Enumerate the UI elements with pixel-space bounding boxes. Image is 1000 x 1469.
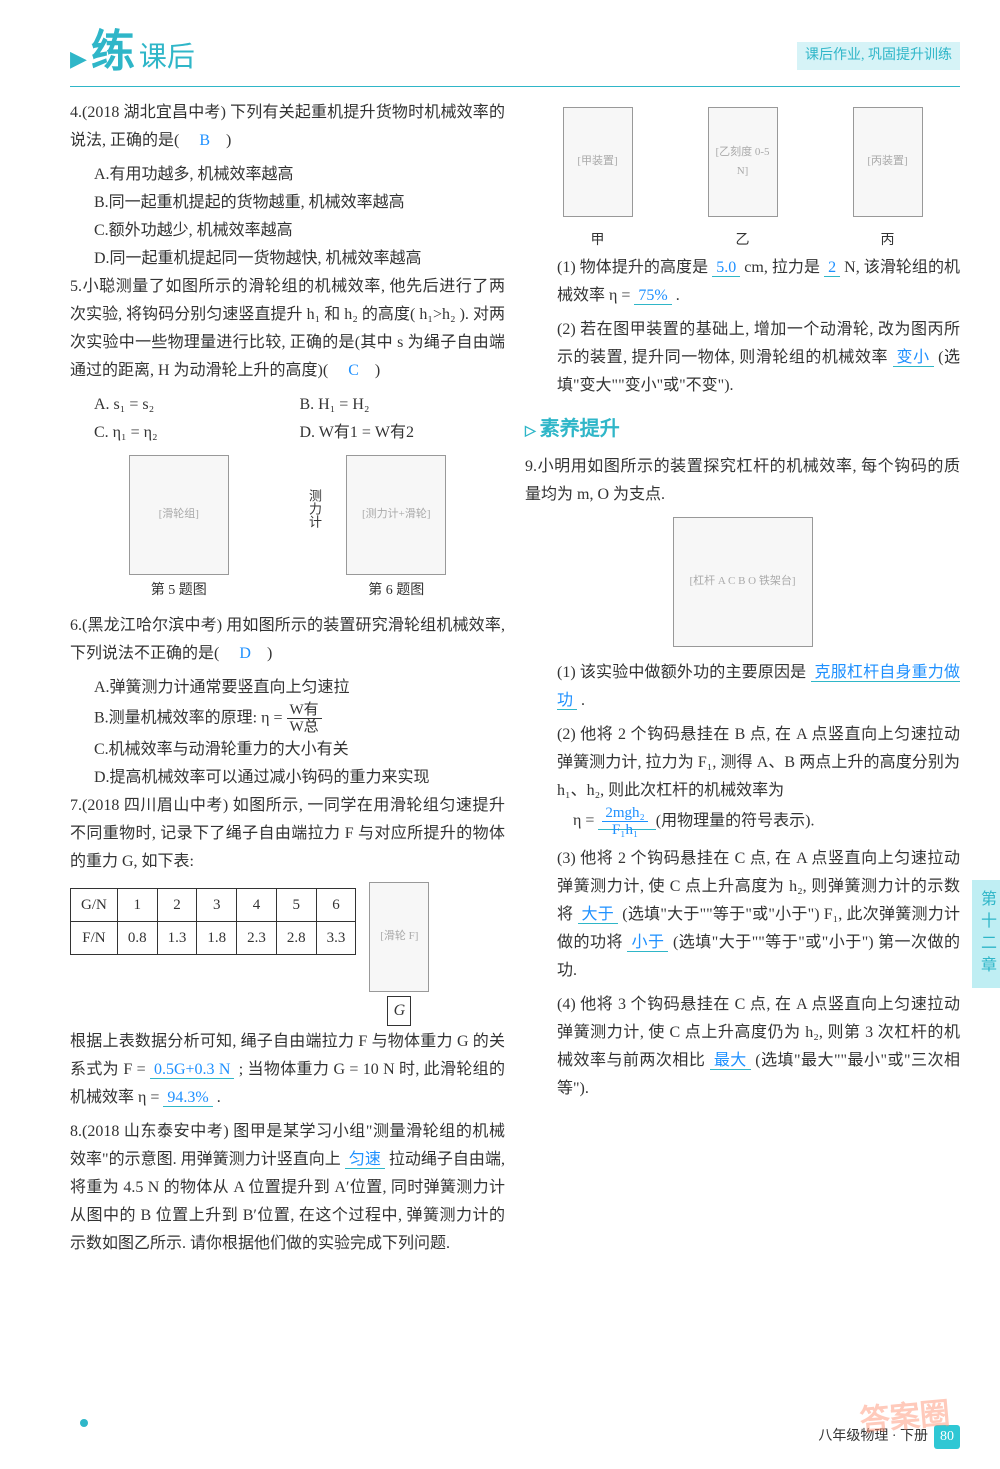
page-header: ▶ 练 课后 课后作业, 巩固提升训练 [70, 30, 960, 87]
q6-opt-c: C.机械效率与动滑轮重力的大小有关 [94, 736, 505, 764]
q9-stem: 9.小明用如图所示的装置探究杠杆的机械效率, 每个钩码的质量均为 m, O 为支… [525, 453, 960, 509]
header-lian: 练 [91, 30, 135, 74]
q4-opt-d: D.同一起重机提起同一货物越快, 机械效率越高 [94, 245, 505, 273]
fig-bing: [丙装置] [853, 107, 923, 217]
q6-fig-caption: 第 6 题图 [346, 579, 446, 604]
q6-opt-b: B.测量机械效率的原理: η = W有W总 [94, 702, 505, 736]
q4-stem: 4.(2018 湖北宜昌中考) 下列有关起重机提升货物时机械效率的说法, 正确的… [70, 104, 505, 149]
q6-stem: 6.(黑龙江哈尔滨中考) 用如图所示的装置研究滑轮组机械效率, 下列说法不正确的… [70, 617, 505, 662]
q4-answer: B [199, 132, 210, 149]
q9-4-ans: 最大 [710, 1052, 751, 1070]
q8-1-eta: 75% [634, 287, 671, 305]
q8-ans-uniform: 匀速 [345, 1151, 385, 1169]
q9-3-ans2: 小于 [627, 934, 668, 952]
header-kehou: 课后 [139, 33, 195, 82]
q4-opt-a: A.有用功越多, 机械效率越高 [94, 161, 505, 189]
q4-opt-b: B.同一起重机提起的货物越重, 机械效率越高 [94, 189, 505, 217]
q5-opt-d: D. W有1 = W有2 [300, 419, 506, 447]
q8-1-height: 5.0 [712, 259, 740, 277]
q5-answer: C [348, 362, 359, 379]
header-subtitle: 课后作业, 巩固提升训练 [797, 42, 960, 71]
q5-opt-a: A. s₁ = s₂ [94, 391, 300, 419]
q5-opt-c: C. η₁ = η₂ [94, 419, 300, 447]
q6-figure: [测力计+滑轮] [346, 455, 446, 575]
fig-yi: [乙刻度 0-5 N] [708, 107, 778, 217]
q9-2-ans: 2mgh₂F₁h₁ [598, 812, 655, 830]
section-suyang: ▷素养提升 [525, 412, 960, 447]
q7-answer2: 94.3% [163, 1089, 212, 1107]
q5-stem: 5.小聪测量了如图所示的滑轮组的机械效率, 他先后进行了两次实验, 将钩码分别匀… [70, 278, 505, 379]
fig-jia: [甲装置] [563, 107, 633, 217]
watermark: 答案圈 [858, 1388, 952, 1448]
q4-opt-c: C.额外功越少, 机械效率越高 [94, 217, 505, 245]
q6-answer: D [239, 645, 251, 662]
q7-table: G/N 1 2 3 4 5 6 F/N 0.8 1.3 1.8 [70, 888, 356, 956]
q6-opt-d: D.提高机械效率可以通过减小钩码的重力来实现 [94, 764, 505, 792]
q5-figure: [滑轮组] [129, 455, 229, 575]
q9-3-ans1: 大于 [578, 906, 619, 924]
deco-dot-icon [80, 1419, 88, 1427]
q8-2-ans: 变小 [893, 349, 934, 367]
q7-answer1: 0.5G+0.3 N [150, 1061, 234, 1079]
header-triangle-icon: ▶ [70, 40, 87, 79]
q7-stem: 7.(2018 四川眉山中考) 如图所示, 一同学在用滑轮组匀速提升不同重物时,… [70, 792, 505, 876]
q8-1-force: 2 [824, 259, 840, 277]
right-column: [甲装置] [乙刻度 0-5 N] [丙装置] 甲 乙 丙 (1) 物体提升的高… [525, 99, 960, 1264]
q6-opt-a: A.弹簧测力计通常要竖直向上匀速拉 [94, 674, 505, 702]
q9-figure: [杠杆 A C B O 铁架台] [673, 517, 813, 647]
chapter-tab: 第十二章 [972, 880, 1000, 988]
q7-fig-g: G [387, 996, 411, 1026]
q5-opt-b: B. H₁ = H₂ [300, 391, 506, 419]
q5-fig-caption: 第 5 题图 [129, 579, 229, 604]
q7-figure: [滑轮 F] [369, 882, 429, 992]
left-column: 4.(2018 湖北宜昌中考) 下列有关起重机提升货物时机械效率的说法, 正确的… [70, 99, 505, 1264]
